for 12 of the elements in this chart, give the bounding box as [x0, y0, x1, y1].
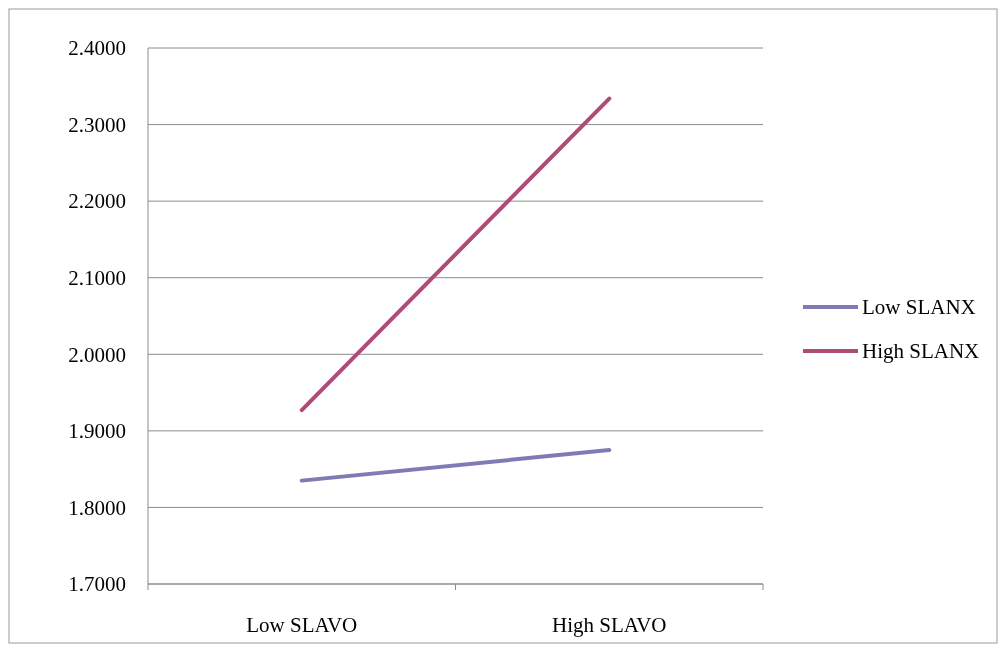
y-tick-label: 2.0000 [68, 342, 126, 367]
y-tick-label: 2.2000 [68, 189, 126, 214]
y-tick-label: 1.8000 [68, 495, 126, 520]
y-tick-label: 2.3000 [68, 112, 126, 137]
x-tick-label: Low SLAVO [246, 613, 358, 637]
y-tick-label: 1.7000 [68, 572, 126, 597]
y-tick-label: 2.4000 [68, 36, 126, 61]
legend-label: Low SLANX [862, 295, 976, 320]
legend-label: High SLANX [862, 339, 980, 364]
x-tick-label: High SLAVO [551, 613, 667, 637]
y-tick-label: 2.1000 [68, 266, 126, 291]
y-tick-label: 1.9000 [68, 419, 126, 444]
